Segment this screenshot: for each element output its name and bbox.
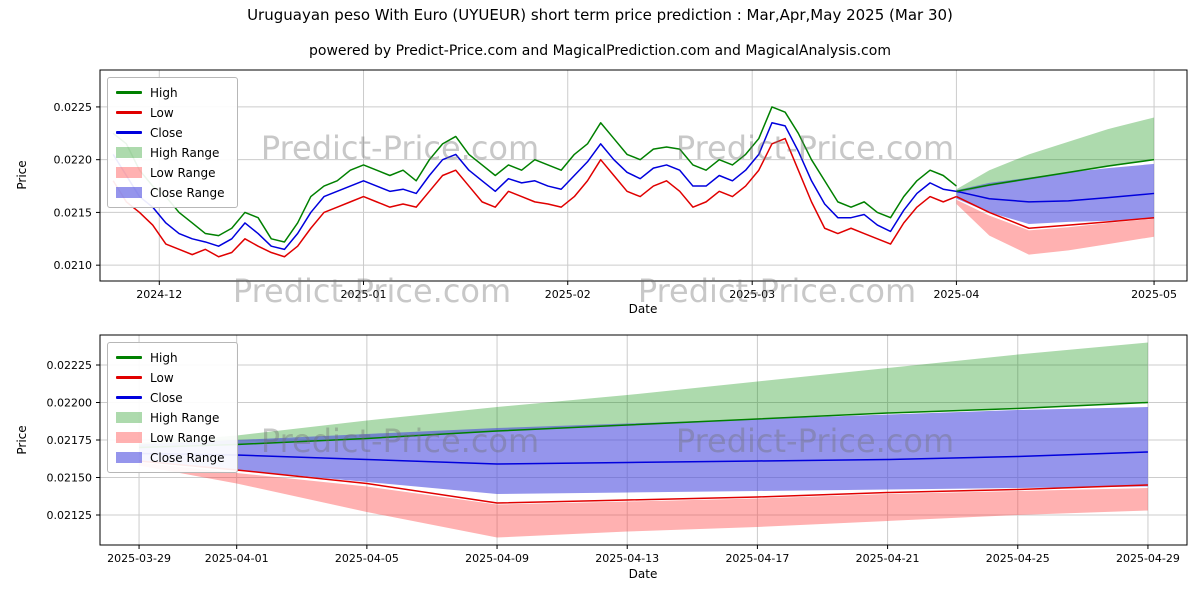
series-low-line	[112, 137, 957, 258]
watermark-text: Predict-Price.com	[232, 272, 512, 310]
x-tick-label: 2025-04	[933, 288, 979, 301]
legend-label: Low Range	[150, 165, 216, 180]
series-close-line	[139, 451, 1148, 465]
legend-patch-swatch	[116, 147, 142, 158]
series-close-line	[112, 122, 1155, 251]
x-tick-label: 2025-01	[341, 288, 387, 301]
legend-item-close: Close	[116, 125, 225, 140]
watermark-text: Predict-Price.com	[675, 129, 955, 167]
top-chart-ylabel: Price	[15, 160, 29, 190]
y-tick-label: 0.0210	[54, 259, 93, 272]
x-tick-label: 2025-04-29	[1116, 552, 1180, 565]
x-tick-label: 2025-04-01	[205, 552, 269, 565]
band-high-range	[956, 117, 1155, 194]
legend-item-high: High	[116, 350, 225, 365]
legend-item-low-range: Low Range	[116, 430, 225, 445]
bottom-chart-xlabel: Date	[628, 567, 658, 581]
band-low-range	[139, 462, 1148, 538]
band-high-range	[139, 342, 1148, 448]
legend-label: High Range	[150, 410, 220, 425]
legend-item-close: Close	[116, 390, 225, 405]
legend-item-high: High	[116, 85, 225, 100]
legend-label: Low	[150, 370, 174, 385]
x-tick-label: 2025-04-25	[986, 552, 1050, 565]
band-close-range	[956, 163, 1155, 225]
y-tick-label: 0.0220	[54, 154, 93, 167]
x-tick-label: 2025-04-13	[595, 552, 659, 565]
top-chart-legend: High Low Close High Range Low Range Close Ran…	[107, 77, 238, 208]
series-high-line	[139, 401, 1148, 449]
chart-top: 2024-12 2025-01 2025-02 2025-03 2025-04 2025-…	[54, 69, 1188, 301]
y-tick-label: 0.02150	[47, 472, 93, 485]
legend-item-close-range: Close Range	[116, 185, 225, 200]
legend-line-swatch	[116, 91, 142, 94]
watermark-text: Predict-Price.com	[675, 422, 955, 460]
x-tick-label: 2025-04-17	[725, 552, 789, 565]
legend-item-high-range: High Range	[116, 410, 225, 425]
x-tick-label: 2025-05	[1131, 288, 1177, 301]
legend-item-close-range: Close Range	[116, 450, 225, 465]
legend-label: Close	[150, 390, 183, 405]
x-tick-label: 2025-03-29	[107, 552, 171, 565]
legend-label: Close Range	[150, 450, 225, 465]
legend-item-low-range: Low Range	[116, 165, 225, 180]
band-close-range	[139, 407, 1148, 494]
x-tick-label: 2025-04-21	[856, 552, 920, 565]
legend-patch-swatch	[116, 187, 142, 198]
series-high-forecast-line	[956, 158, 1155, 193]
legend-item-high-range: High Range	[116, 145, 225, 160]
page-title: Uruguayan peso With Euro (UYUEUR) short …	[247, 6, 953, 24]
legend-line-swatch	[116, 131, 142, 134]
watermark-text: Predict-Price.com	[637, 272, 917, 310]
y-tick-label: 0.02225	[47, 359, 93, 372]
chart-bottom: 2025-03-29 2025-04-01 2025-04-05 2025-04-09…	[47, 334, 1188, 565]
legend-patch-swatch	[116, 412, 142, 423]
legend-line-swatch	[116, 376, 142, 379]
x-tick-label: 2025-04-05	[335, 552, 399, 565]
page-subtitle: powered by Predict-Price.com and Magical…	[309, 43, 891, 59]
legend-patch-swatch	[116, 432, 142, 443]
legend-patch-swatch	[116, 167, 142, 178]
watermark-text: Predict-Price.com	[260, 129, 540, 167]
y-tick-label: 0.02125	[47, 509, 93, 522]
legend-label: High Range	[150, 145, 220, 160]
x-tick-label: 2025-02	[545, 288, 591, 301]
series-low-line	[138, 460, 1148, 504]
y-tick-label: 0.02200	[47, 397, 93, 410]
legend-label: Low	[150, 105, 174, 120]
bottom-chart-legend: High Low Close High Range Low Range Close Ran…	[107, 342, 238, 473]
legend-line-swatch	[116, 111, 142, 114]
x-tick-label: 2025-04-09	[465, 552, 529, 565]
legend-label: Close Range	[150, 185, 225, 200]
legend-line-swatch	[116, 396, 142, 399]
legend-item-low: Low	[116, 105, 225, 120]
plot-border	[99, 69, 1188, 282]
y-tick-label: 0.0215	[54, 206, 93, 219]
x-tick-label: 2024-12	[136, 288, 182, 301]
legend-label: High	[150, 350, 178, 365]
watermark-text: Predict-Price.com	[260, 422, 540, 460]
legend-line-swatch	[116, 356, 142, 359]
bottom-chart-ylabel: Price	[15, 425, 29, 455]
legend-patch-swatch	[116, 452, 142, 463]
top-chart-xlabel: Date	[628, 302, 658, 316]
legend-label: Low Range	[150, 430, 216, 445]
x-tick-label: 2025-03	[729, 288, 775, 301]
series-low-forecast-line	[956, 195, 1155, 229]
legend-item-low: Low	[116, 370, 225, 385]
y-tick-label: 0.0225	[54, 101, 93, 114]
legend-label: High	[150, 85, 178, 100]
legend-label: Close	[150, 125, 183, 140]
band-low-range	[956, 199, 1155, 255]
series-high-line	[112, 106, 957, 243]
y-tick-label: 0.02175	[47, 434, 93, 447]
